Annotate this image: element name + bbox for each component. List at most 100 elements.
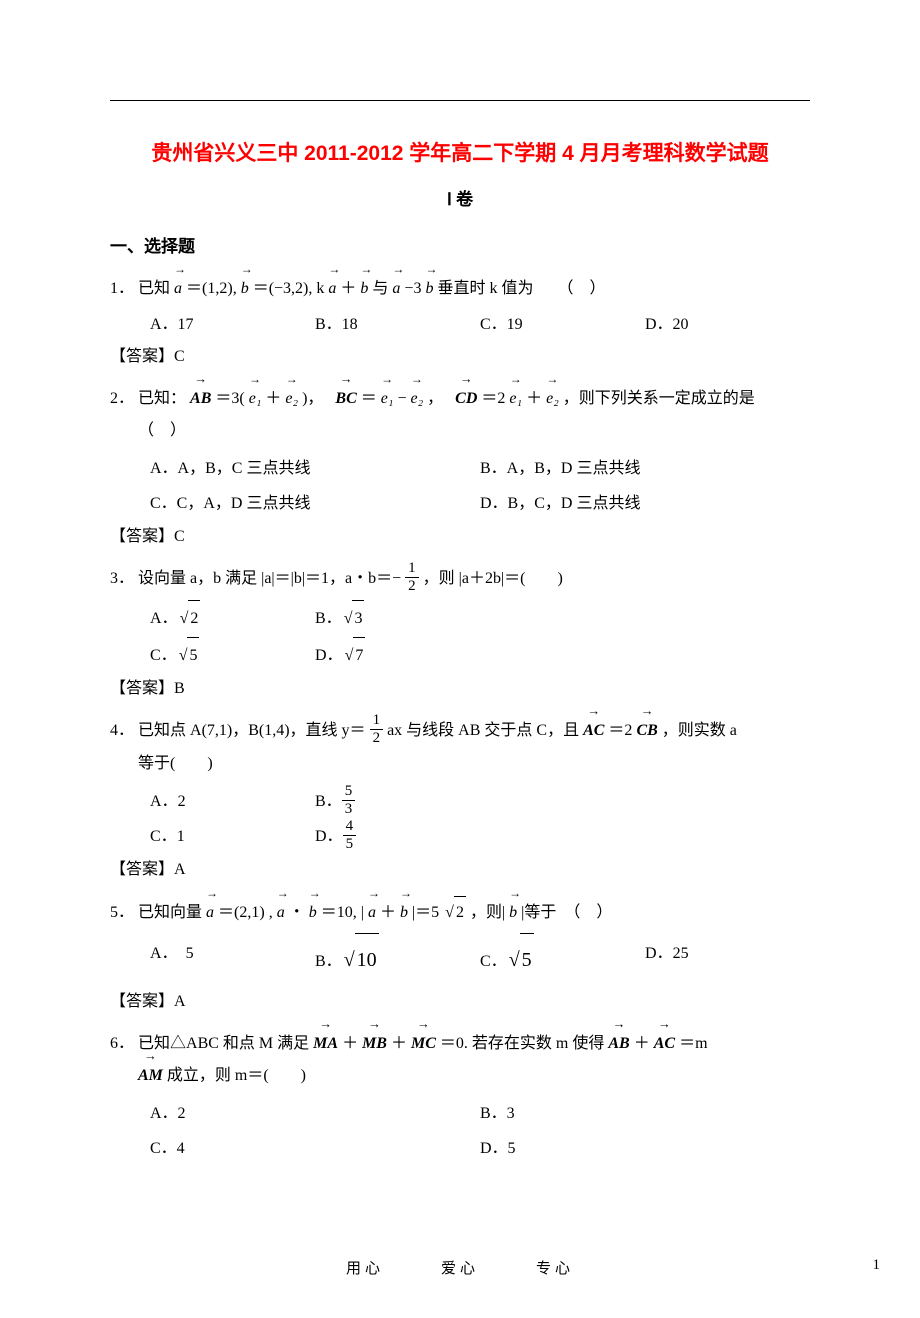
- fraction-icon: 12: [405, 561, 419, 594]
- q1-option-a: A．17: [150, 309, 315, 341]
- q2-option-b: B．A，B，D 三点共线: [480, 451, 810, 486]
- q4-option-c: C．1: [150, 819, 315, 854]
- vector-a-icon: a: [392, 273, 400, 305]
- vector-e1-icon: e₁: [509, 383, 522, 415]
- q5-answer: 【答案】A: [110, 986, 810, 1018]
- q4-options: A．2 B．53 C．1 D．45: [110, 784, 810, 854]
- vector-a-icon: a: [328, 273, 336, 305]
- q1-stem: 1． 已知 a ＝(1,2), b ＝(−3,2), k a ＋ b 与 a −…: [110, 273, 810, 305]
- vector-a-icon: a: [368, 897, 376, 929]
- q5-number: 5．: [110, 904, 134, 921]
- question-1: 1． 已知 a ＝(1,2), b ＝(−3,2), k a ＋ b 与 a −…: [110, 273, 810, 305]
- q3-option-b: B．3: [315, 600, 480, 636]
- q4-option-a: A．2: [150, 784, 315, 819]
- vector-AB-icon: AB: [608, 1028, 629, 1060]
- sqrt-icon: 5: [507, 933, 534, 986]
- vector-b-icon: b: [360, 273, 368, 305]
- page-number: 1: [873, 1257, 881, 1274]
- sqrt-icon: 10: [342, 933, 379, 986]
- sqrt-icon: 3: [342, 600, 365, 636]
- page-title: 贵州省兴义三中 2011-2012 学年高二下学期 4 月月考理科数学试题: [110, 137, 810, 167]
- vector-MA-icon: MA: [313, 1028, 338, 1060]
- sqrt-icon: 5: [177, 637, 200, 673]
- q2-number: 2．: [110, 390, 134, 407]
- fraction-icon: 53: [342, 784, 356, 817]
- q5-option-d: D．25: [645, 933, 810, 986]
- footer-text: 用心 爱心 专心: [346, 1261, 574, 1277]
- q4-option-b: B．53: [315, 784, 480, 819]
- vector-BC-icon: BC: [335, 383, 356, 415]
- q4-line2: 等于( ): [110, 748, 810, 780]
- question-4: 4． 已知点 A(7,1)，B(1,4)，直线 y＝ 12 ax 与线段 AB …: [110, 715, 810, 780]
- q6-option-b: B．3: [480, 1096, 810, 1131]
- sqrt-icon: 2: [443, 896, 466, 929]
- vector-CD-icon: CD: [455, 383, 477, 415]
- q1-options: A．17 B．18 C．19 D．20: [110, 309, 810, 341]
- vector-e2-icon: e₂: [410, 383, 423, 415]
- vector-AC-icon: AC: [654, 1028, 675, 1060]
- q3-stem: 3． 设向量 a，b 满足 |a|＝|b|＝1，a・b＝− 12 ，则 |a＋2…: [110, 563, 810, 596]
- vector-e1-icon: e₁: [249, 383, 262, 415]
- q2-tail: （ ）: [110, 415, 810, 447]
- q6-line2: AM 成立，则 m＝( ): [110, 1060, 810, 1092]
- q1-option-d: D．20: [645, 309, 810, 341]
- q6-option-c: C．4: [150, 1131, 480, 1166]
- vector-b-icon: b: [509, 897, 517, 929]
- q2-options: A．A，B，C 三点共线 B．A，B，D 三点共线 C．C，A，D 三点共线 D…: [110, 451, 810, 521]
- question-2: 2． 已知： AB ＝3( e₁ ＋ e₂ )， BC ＝ e₁ − e₂ ， …: [110, 383, 810, 447]
- page-subtitle: Ⅰ 卷: [110, 185, 810, 210]
- vector-AM-icon: AM: [138, 1060, 163, 1092]
- vector-b-icon: b: [241, 273, 249, 305]
- page-footer: 用心 爱心 专心 1: [110, 1257, 810, 1278]
- q3-option-a: A．2: [150, 600, 315, 636]
- vector-a-icon: a: [277, 897, 285, 929]
- section-heading: 一、选择题: [110, 232, 810, 257]
- q5-options: A． 5 B．10 C．5 D．25: [110, 933, 810, 986]
- q2-option-c: C．C，A，D 三点共线: [150, 486, 480, 521]
- vector-e2-icon: e₂: [546, 383, 559, 415]
- q6-option-d: D．5: [480, 1131, 810, 1166]
- q5-option-a: A． 5: [150, 933, 315, 986]
- q1-answer: 【答案】C: [110, 341, 810, 373]
- q2-stem: 2． 已知： AB ＝3( e₁ ＋ e₂ )， BC ＝ e₁ − e₂ ， …: [110, 383, 810, 415]
- q2-option-d: D．B，C，D 三点共线: [480, 486, 810, 521]
- question-5: 5． 已知向量 a ＝(2,1) , a ・ b ＝10, | a ＋ b |＝…: [110, 896, 810, 929]
- q5-option-b: B．10: [315, 933, 480, 986]
- q3-option-d: D．7: [315, 637, 480, 673]
- fraction-icon: 12: [370, 713, 384, 746]
- top-rule: [110, 100, 810, 101]
- q4-answer: 【答案】A: [110, 854, 810, 886]
- q6-option-a: A．2: [150, 1096, 480, 1131]
- q4-option-d: D．45: [315, 819, 480, 854]
- q1-option-b: B．18: [315, 309, 480, 341]
- q5-option-c: C．5: [480, 933, 645, 986]
- q5-stem: 5． 已知向量 a ＝(2,1) , a ・ b ＝10, | a ＋ b |＝…: [110, 896, 810, 929]
- q3-answer: 【答案】B: [110, 673, 810, 705]
- vector-e1-icon: e₁: [381, 383, 394, 415]
- vector-b-icon: b: [425, 273, 433, 305]
- q3-option-c: C．5: [150, 637, 315, 673]
- q2-option-a: A．A，B，C 三点共线: [150, 451, 480, 486]
- vector-a-icon: a: [206, 897, 214, 929]
- vector-CB-icon: CB: [636, 715, 657, 747]
- vector-AC-icon: AC: [583, 715, 604, 747]
- q6-options: A．2 B．3 C．4 D．5: [110, 1096, 810, 1166]
- q4-number: 4．: [110, 722, 134, 739]
- fraction-icon: 45: [343, 819, 357, 852]
- vector-b-icon: b: [400, 897, 408, 929]
- sqrt-icon: 2: [178, 600, 201, 636]
- q3-number: 3．: [110, 571, 134, 588]
- question-6: 6． 已知△ABC 和点 M 满足 MA ＋ MB ＋ MC ＝0. 若存在实数…: [110, 1028, 810, 1092]
- q1-number: 1．: [110, 280, 134, 297]
- q1-option-c: C．19: [480, 309, 645, 341]
- q3-options: A．2 B．3 C．5 D．7: [110, 600, 810, 672]
- q6-stem: 6． 已知△ABC 和点 M 满足 MA ＋ MB ＋ MC ＝0. 若存在实数…: [110, 1028, 810, 1060]
- vector-e2-icon: e₂: [285, 383, 298, 415]
- vector-MB-icon: MB: [362, 1028, 387, 1060]
- vector-AB-icon: AB: [190, 383, 211, 415]
- vector-b-icon: b: [309, 897, 317, 929]
- vector-a-icon: a: [174, 273, 182, 305]
- q4-stem: 4． 已知点 A(7,1)，B(1,4)，直线 y＝ 12 ax 与线段 AB …: [110, 715, 810, 748]
- q6-number: 6．: [110, 1035, 134, 1052]
- sqrt-icon: 7: [343, 637, 366, 673]
